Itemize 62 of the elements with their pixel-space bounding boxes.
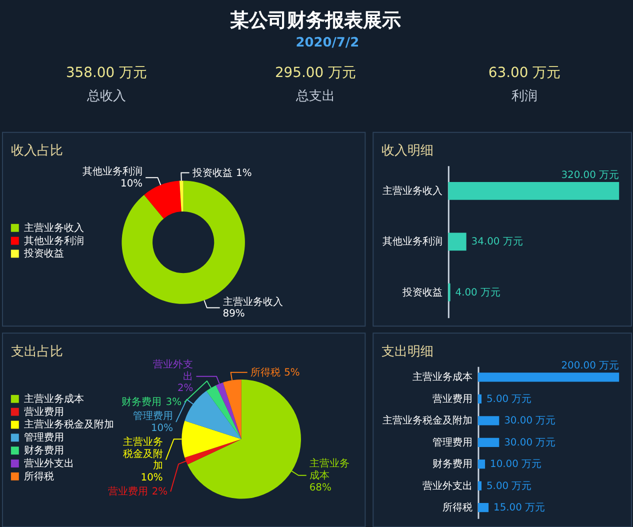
y-tick-label: 管理费用 xyxy=(432,436,473,448)
legend-label: 营业费用 xyxy=(24,406,64,418)
category-label: 利润 xyxy=(512,89,538,104)
category-label: 总收入 xyxy=(86,89,126,104)
data-label: 68% xyxy=(309,482,332,494)
data-label: 34.00 万元 xyxy=(471,236,523,248)
data-label: 30.00 万元 xyxy=(504,437,556,448)
slice-label: 营业外支出 xyxy=(153,358,194,382)
legend-label: 财务费用 xyxy=(24,444,64,457)
data-label: 1% xyxy=(236,168,252,179)
legend-label: 所得税 xyxy=(24,470,54,482)
y-tick-label: 主营业务收入 xyxy=(382,184,443,197)
y-tick-label: 主营业务税金及附加 xyxy=(382,414,473,427)
text: 358.00 万元 xyxy=(66,65,148,82)
y-tick-label: 营业外支出 xyxy=(422,480,473,492)
data-label: 10% xyxy=(120,178,143,190)
slice-label: 营业费用 xyxy=(108,486,148,498)
data-label: 3% xyxy=(166,397,182,408)
text: 63.00 万元 xyxy=(488,65,561,82)
data-label: 200.00 万元 xyxy=(561,360,620,372)
slice-label: 投资收益 xyxy=(191,166,232,179)
chart-title: 支出明细 xyxy=(382,344,434,360)
data-label: 89% xyxy=(222,308,245,320)
data-label: 30.00 万元 xyxy=(504,416,556,427)
chart-title: 支出占比 xyxy=(10,344,63,360)
data-label: 4.00 万元 xyxy=(455,287,501,298)
data-label: 2% xyxy=(152,486,168,498)
data-label: 10% xyxy=(150,422,174,434)
data-label: 10% xyxy=(140,472,163,484)
category-label: 总支出 xyxy=(295,89,336,104)
legend-label: 其他业务利润 xyxy=(24,234,84,247)
data-label: 15.00 万元 xyxy=(494,502,546,514)
text: 2020/7/2 xyxy=(296,35,360,50)
text: 某公司财务报表展示 xyxy=(230,10,402,32)
data-label: 5.00 万元 xyxy=(486,480,532,492)
y-tick-label: 营业费用 xyxy=(432,392,473,405)
data-label: 320.00 万元 xyxy=(561,170,620,182)
slice-label: 主营业务成本 xyxy=(309,457,350,482)
data-label: 2% xyxy=(178,383,194,394)
y-tick-label: 其他业务利润 xyxy=(382,236,443,248)
slice-label: 主营业务收入 xyxy=(222,296,283,308)
legend-label: 管理费用 xyxy=(24,432,64,444)
y-tick-label: 所得税 xyxy=(442,502,473,514)
legend-label: 营业外支出 xyxy=(24,457,74,470)
slice-label: 其他业务利润 xyxy=(82,166,143,178)
chart-title: 收入明细 xyxy=(382,144,434,159)
y-tick-label: 投资收益 xyxy=(402,286,443,298)
slice-label: 所得税 xyxy=(250,366,280,378)
chart-title: 收入占比 xyxy=(10,144,63,159)
y-tick-label: 主营业务成本 xyxy=(412,371,473,384)
slice-label: 财务费用 xyxy=(122,396,162,408)
legend-label: 主营业务收入 xyxy=(24,222,84,234)
y-tick-label: 财务费用 xyxy=(432,458,473,470)
legend-label: 投资收益 xyxy=(22,248,64,260)
text: 295.00 万元 xyxy=(274,65,356,82)
slice-label: 主营业务税金及附加 xyxy=(122,436,163,472)
slice-label: 管理费用 xyxy=(133,410,174,422)
legend-label: 主营业务成本 xyxy=(24,392,84,405)
data-label: 10.00 万元 xyxy=(490,459,542,470)
legend-label: 主营业务税金及附加 xyxy=(24,418,114,431)
data-label: 5.00 万元 xyxy=(486,394,532,405)
data-label: 5% xyxy=(284,367,300,378)
